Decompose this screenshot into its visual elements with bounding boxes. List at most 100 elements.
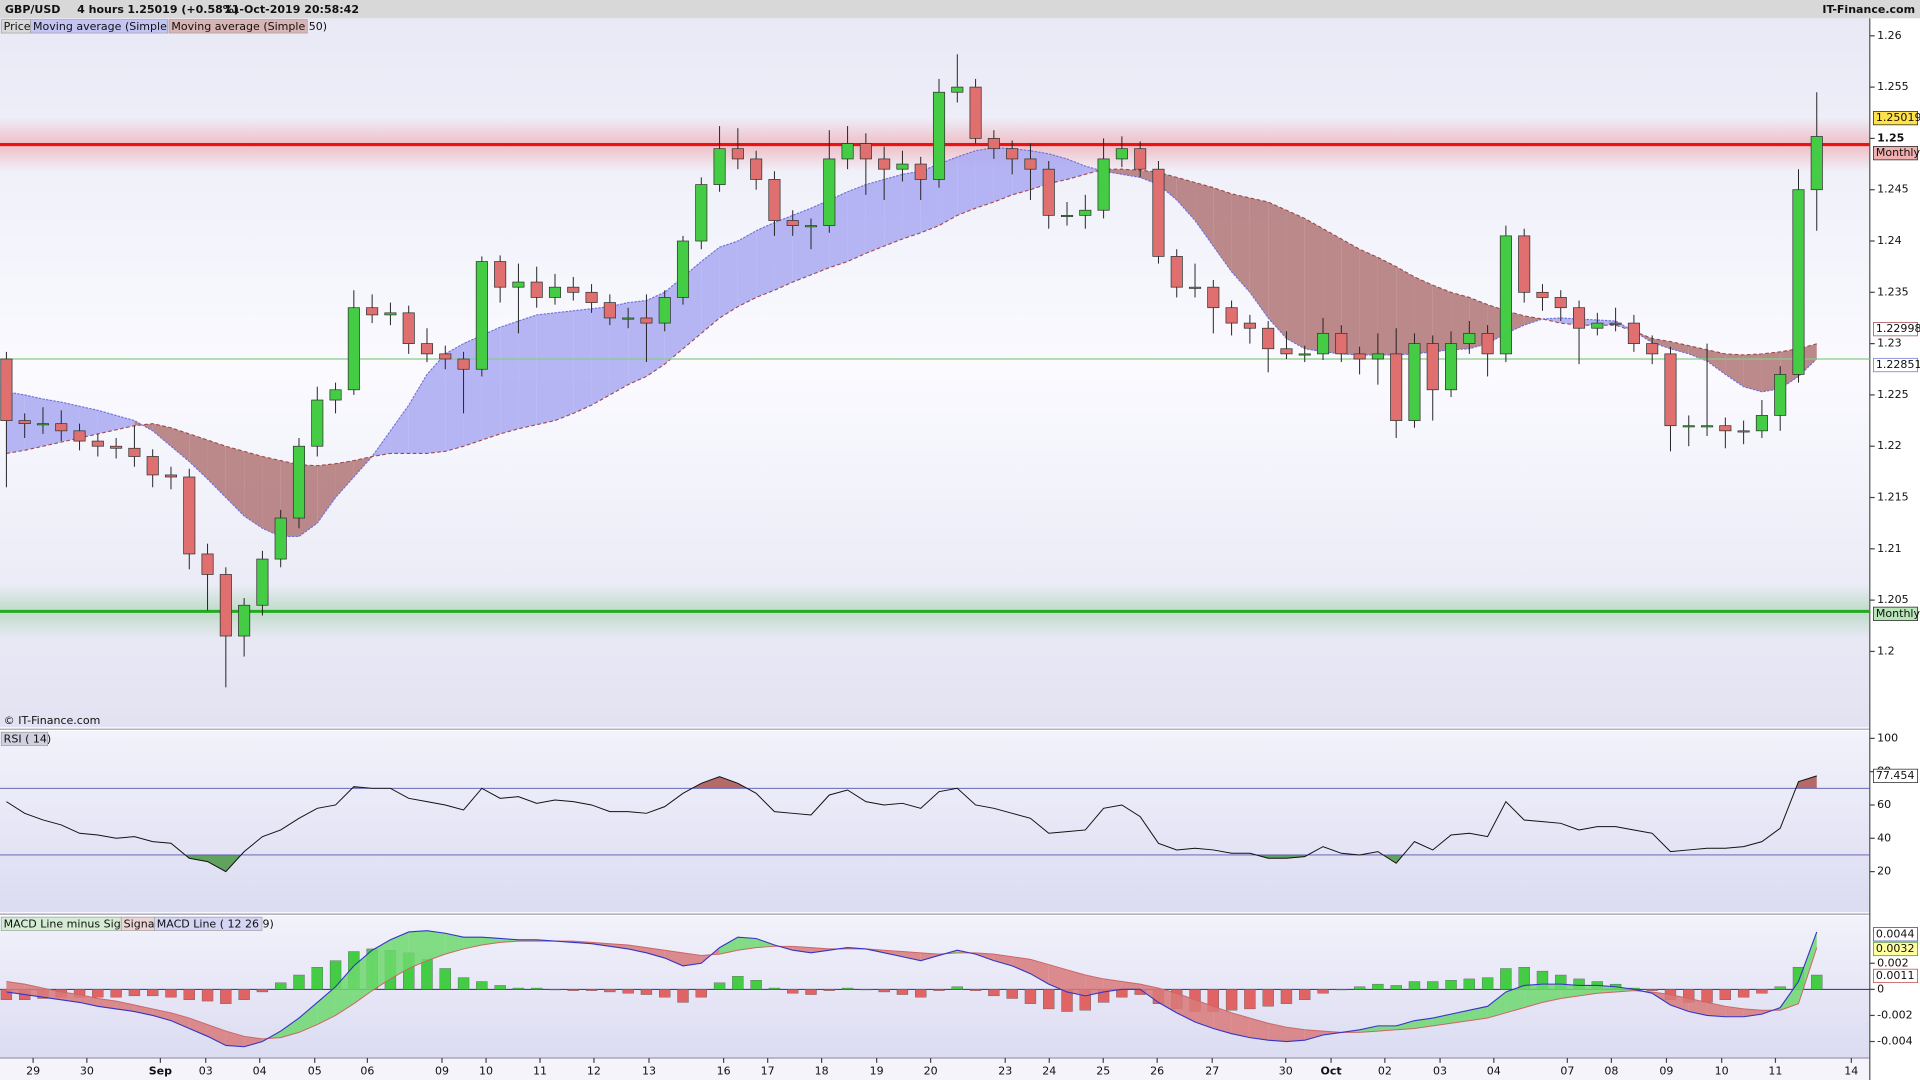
histogram-bar	[933, 989, 945, 991]
macd-band	[225, 1031, 245, 1047]
candle-body	[768, 179, 781, 221]
level-label-box	[1873, 606, 1918, 621]
candle-body	[731, 148, 744, 160]
ma-value-box	[1873, 322, 1918, 337]
histogram-bar	[1353, 986, 1366, 990]
ma-band	[902, 171, 921, 239]
level-label-box	[1873, 146, 1918, 161]
ma-band	[554, 310, 574, 421]
y-tick-label: 40	[1877, 831, 1891, 844]
macd-value: 0.0044	[1876, 927, 1915, 940]
legend-box	[153, 916, 263, 931]
histogram-bar	[549, 989, 561, 991]
histogram-bar	[732, 976, 744, 990]
ma-band	[518, 314, 537, 429]
macd-band	[189, 1018, 208, 1037]
candle-body	[603, 302, 616, 319]
histogram-bar	[659, 989, 671, 998]
x-tick-label: 16	[717, 1064, 731, 1077]
ma-band	[1688, 345, 1708, 362]
histogram-bar	[1811, 974, 1823, 990]
ma-band	[1725, 353, 1744, 387]
x-tick-label: 03	[199, 1064, 213, 1077]
signal-line	[6, 940, 1818, 1040]
ma-band	[865, 179, 885, 254]
histogram-bar	[1463, 978, 1475, 990]
macd-band	[683, 952, 702, 966]
rsi-line	[6, 775, 1817, 873]
candle-body	[329, 389, 342, 401]
histogram-bar	[92, 989, 104, 998]
histogram-bar	[1372, 983, 1384, 990]
histogram-bar	[1317, 989, 1329, 994]
macd-band	[902, 951, 921, 961]
macd-band	[1414, 1018, 1433, 1029]
legend-entry: Signal	[124, 917, 158, 930]
ma-line	[6, 147, 1818, 538]
histogram-bar	[1646, 989, 1658, 991]
macd-band	[97, 998, 117, 1009]
macd-band	[1487, 991, 1506, 1019]
candle-body	[987, 138, 1000, 150]
y-tick-label: 60	[1877, 798, 1891, 811]
candle-body	[750, 158, 763, 180]
x-tick-label: 25	[1096, 1064, 1110, 1077]
ma-band	[628, 300, 647, 385]
ma-band	[97, 410, 117, 434]
candle-body	[512, 281, 525, 288]
candle-body	[91, 440, 104, 447]
ma-band	[116, 415, 135, 430]
ma-value-box	[1873, 357, 1918, 373]
candle-body	[695, 184, 708, 242]
candle-body	[1408, 343, 1421, 421]
ma-band	[1323, 228, 1342, 354]
ma-band	[774, 215, 793, 291]
y-tick-label: -0.004	[1877, 1035, 1913, 1048]
histogram-bar	[1244, 989, 1256, 1010]
ma-band	[500, 321, 519, 434]
histogram-bar	[750, 980, 762, 990]
candle-body	[1390, 353, 1403, 421]
ma-band	[1359, 249, 1378, 355]
candle-body	[1682, 425, 1695, 428]
candle-body	[183, 476, 196, 555]
histogram-bar	[915, 989, 927, 998]
histogram-bar	[1737, 989, 1750, 998]
histogram-bar	[476, 981, 488, 990]
candle-body	[896, 163, 909, 170]
histogram-bar	[878, 989, 890, 993]
candle-body	[73, 430, 86, 442]
candle-body	[1444, 343, 1458, 391]
x-tick-label: 10	[1715, 1064, 1729, 1077]
x-tick-label: Oct	[1320, 1064, 1342, 1077]
legend-box	[0, 731, 49, 747]
site: IT-Finance.com	[1822, 3, 1915, 16]
rsi-value: 77.454	[1876, 769, 1915, 782]
histogram-bar	[256, 989, 269, 993]
candle-body	[1701, 425, 1714, 428]
candle-body	[274, 517, 287, 560]
candle-body	[1627, 322, 1640, 344]
candle-body	[1188, 286, 1202, 289]
histogram-bar	[238, 989, 250, 1000]
candle-body	[1097, 158, 1110, 211]
histogram-bar	[293, 974, 305, 990]
ma-band	[1432, 285, 1452, 352]
histogram-bar	[220, 989, 232, 1004]
macd-band	[1249, 1018, 1269, 1041]
x-tick-label: 05	[308, 1064, 322, 1077]
histogram-bar	[1756, 989, 1768, 994]
legend-entry: MACD Line minus Signal	[4, 917, 138, 930]
x-tick-label: 30	[1279, 1064, 1293, 1077]
candle-body	[494, 261, 507, 288]
symbol: GBP/USD	[5, 3, 61, 16]
histogram-bar	[969, 989, 982, 991]
y-tick-label: 1.215	[1877, 491, 1909, 504]
candle-body	[475, 261, 488, 370]
y-tick-label: 1.25	[1877, 131, 1904, 144]
candle-body	[1810, 136, 1823, 191]
macd-band	[61, 991, 80, 1003]
macd-band	[1743, 1008, 1762, 1017]
macd-band	[1670, 994, 1689, 1012]
candle-body	[1079, 209, 1092, 216]
